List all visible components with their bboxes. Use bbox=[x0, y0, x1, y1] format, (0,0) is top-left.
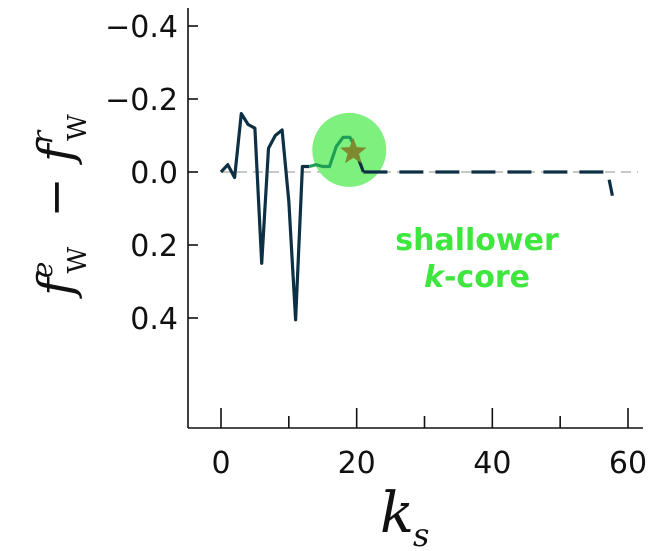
y-tick-label: 0.4 bbox=[130, 302, 178, 337]
y-tick-label: 0.0 bbox=[130, 156, 178, 191]
annotation-core: -core bbox=[444, 260, 530, 295]
x-ticks: 0 20 40 60 bbox=[211, 408, 647, 481]
y-axis-title: fe W − fr W bbox=[26, 114, 93, 299]
annotation-line-1: shallower bbox=[395, 223, 559, 258]
annotation: shallower k-core bbox=[395, 223, 559, 295]
series-line-2 bbox=[308, 135, 359, 169]
y-ticks: 0.40.20.0−0.2−0.4−0.6 bbox=[105, 10, 198, 337]
annotation-line-2: k-core bbox=[424, 260, 530, 295]
series-line-1 bbox=[219, 111, 310, 322]
star-marker bbox=[340, 137, 367, 164]
y-tick-label: −0.4 bbox=[105, 10, 178, 45]
x-tick-label: 0 bbox=[211, 446, 230, 481]
y-tick-label: 0.2 bbox=[130, 229, 178, 264]
series-line-4 bbox=[363, 170, 614, 197]
series-layer bbox=[219, 111, 614, 322]
svg-text:feW − frW: fe W − fr W bbox=[26, 114, 93, 299]
svg-text:s: s bbox=[413, 516, 429, 551]
y-tick-label: −0.2 bbox=[105, 83, 178, 118]
x-axis-title: k s bbox=[380, 481, 429, 551]
x-tick-label: 60 bbox=[609, 446, 647, 481]
x-tick-label: 20 bbox=[338, 446, 376, 481]
annotation-k: k bbox=[424, 260, 446, 295]
svg-text:k: k bbox=[380, 481, 414, 546]
x-tick-label: 40 bbox=[473, 446, 511, 481]
